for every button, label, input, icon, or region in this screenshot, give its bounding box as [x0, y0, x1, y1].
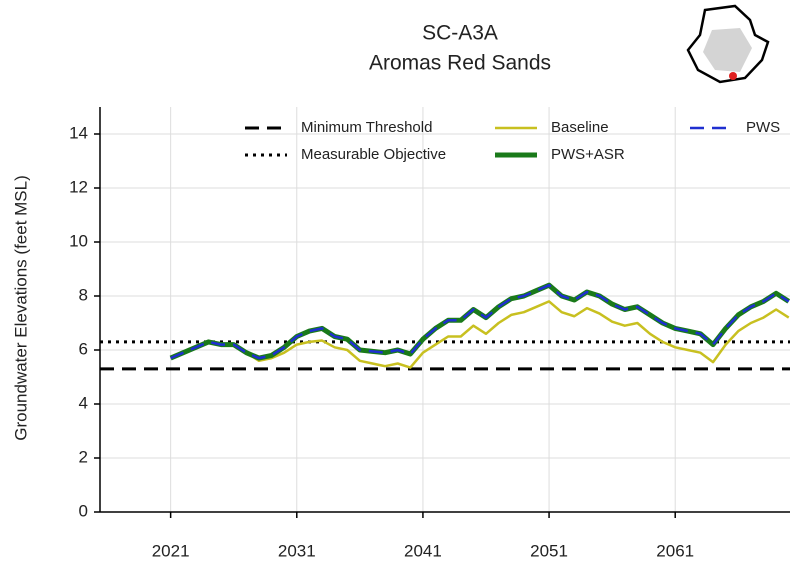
x-tick-label: 2061: [656, 541, 694, 560]
y-tick-label: 0: [79, 501, 88, 520]
x-tick-label: 2051: [530, 541, 568, 560]
x-tick-label: 2041: [404, 541, 442, 560]
map-basins: [703, 28, 752, 72]
y-tick-label: 4: [79, 393, 88, 412]
legend-label: PWS: [746, 119, 780, 136]
y-tick-label: 2: [79, 447, 88, 466]
y-tick-label: 8: [79, 285, 88, 304]
y-tick-label: 10: [69, 231, 88, 250]
legend-label: PWS+ASR: [551, 146, 625, 163]
chart-title: SC-A3A: [422, 22, 498, 45]
y-tick-label: 12: [69, 177, 88, 196]
series-line: [170, 300, 790, 369]
map-well: [729, 72, 737, 80]
y-tick-label: 14: [69, 123, 88, 142]
x-tick-label: 2021: [152, 541, 190, 560]
legend-label: Measurable Objective: [301, 146, 446, 163]
location-map: [686, 4, 770, 84]
legend-label: Minimum Threshold: [301, 119, 432, 136]
chart-subtitle: Aromas Red Sands: [369, 52, 551, 75]
y-axis-label: Groundwater Elevations (feet MSL): [11, 175, 30, 441]
x-tick-label: 2031: [278, 541, 316, 560]
y-tick-label: 6: [79, 339, 88, 358]
series-line: [170, 283, 790, 360]
legend-label: Baseline: [551, 119, 609, 136]
